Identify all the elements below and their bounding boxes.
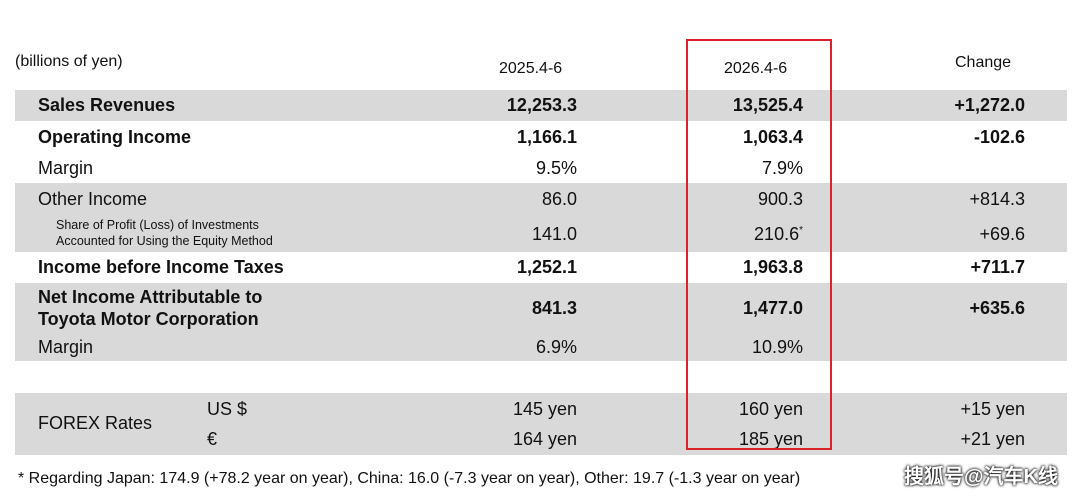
value-change: +15 yen [960,399,1025,419]
value-change: +1,272.0 [954,95,1025,115]
value-change: +69.6 [979,224,1025,244]
value-2025: 1,252.1 [516,257,577,277]
value-change: +814.3 [969,189,1025,209]
value-2026: 1,063.4 [742,127,803,147]
value-2026: 210.6* [754,224,803,245]
value-2025: 86.0 [541,189,577,209]
value-2025: 12,253.3 [506,95,577,115]
row-label-line-1: Share of Profit (Loss) of Investments [56,218,259,232]
row-band-sales [15,90,1067,121]
value-2026: 7.9% [761,158,803,178]
column-header-2026: 2026.4-6 [724,60,788,77]
table-row-net-income: Net Income Attributable to Toyota Motor … [0,287,1080,333]
value-2025: 145 yen [512,399,577,419]
value-2026: 1,477.0 [742,298,803,318]
value-change: +711.7 [970,257,1025,277]
currency-label: € [207,429,218,449]
value-change: +635.6 [969,298,1025,318]
row-label: Income before Income Taxes [38,257,284,277]
value-2025: 9.5% [535,158,577,178]
row-label-line-2: Toyota Motor Corporation [38,309,259,329]
value-2026: 10.9% [751,337,803,357]
row-label: Operating Income [38,127,192,147]
value-change: -102.6 [973,127,1025,147]
value-2026: 13,525.4 [732,95,803,115]
footnote: * Regarding Japan: 174.9 (+78.2 year on … [18,470,801,487]
row-label: Other Income [38,189,148,209]
row-label-line-1: Net Income Attributable to [38,287,263,307]
value-change: +21 yen [960,429,1025,449]
value-2026-number: 210.6 [754,224,800,244]
row-label: Margin [38,337,94,357]
row-label: Margin [38,158,94,178]
watermark: 搜狐号@汽车K线 [904,466,1058,488]
value-2025: 141.0 [531,224,577,244]
unit-label: (billions of yen) [15,53,123,70]
value-2025: 164 yen [512,429,577,449]
value-2025: 6.9% [535,337,577,357]
row-band-forex [15,393,1067,455]
value-2025: 1,166.1 [516,127,577,147]
forex-label: FOREX Rates [38,413,153,433]
row-band-other-income [15,183,1067,252]
value-2025: 841.3 [531,298,577,318]
value-2026: 900.3 [757,189,803,209]
row-label: Sales Revenues [38,95,176,115]
table-row-equity-method: Share of Profit (Loss) of Investments Ac… [0,216,1080,250]
column-header-2025: 2025.4-6 [499,60,563,77]
value-2026: 185 yen [738,429,803,449]
value-2026: 1,963.8 [742,257,803,277]
value-2026: 160 yen [738,399,803,419]
row-band-net-income [15,283,1067,361]
column-header-change: Change [955,54,1012,71]
row-label-line-2: Accounted for Using the Equity Method [56,234,273,248]
footnote-marker: * [799,225,803,236]
currency-label: US $ [207,399,248,419]
